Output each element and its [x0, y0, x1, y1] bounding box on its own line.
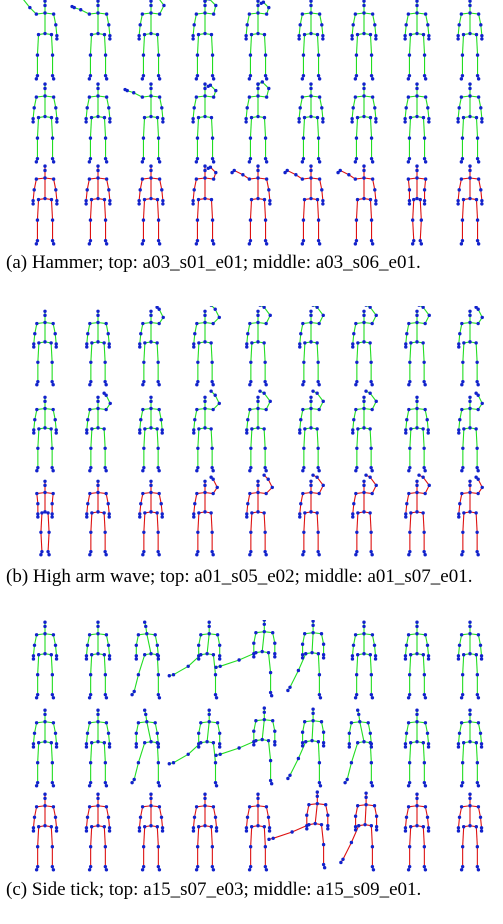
- skeleton-a-r0-c8: [456, 0, 484, 81]
- skeleton-b-r1-c2: [138, 395, 164, 473]
- skeleton-c-r1-c8: [456, 708, 484, 788]
- skeleton-c-r2-c8: [456, 792, 484, 872]
- skeleton-a-r1-c2: [123, 82, 165, 164]
- skeleton-c-r1-c5: [286, 707, 326, 788]
- skeleton-b-r2-c5: [298, 473, 325, 557]
- skeleton-a-r1-c6: [350, 82, 378, 164]
- skeleton-grid-b: [32, 306, 484, 557]
- skeleton-b-r0-c8: [457, 306, 484, 387]
- skeleton-c-r2-c4: [244, 792, 272, 872]
- skeleton-b-r2-c2: [138, 479, 164, 557]
- skeleton-c-r1-c2: [130, 708, 162, 788]
- skeleton-b-r0-c1: [85, 309, 111, 387]
- skeleton-a-r2-c0: [31, 164, 59, 246]
- skeleton-b-r2-c7: [404, 473, 431, 557]
- skeleton-b-r0-c4: [245, 306, 272, 387]
- skeleton-c-r1-c4: [214, 706, 277, 786]
- skeleton-b-r2-c6: [351, 473, 378, 557]
- skeleton-a-r1-c7: [403, 82, 431, 164]
- skeleton-c-r0-c5: [286, 620, 326, 700]
- caption-c: (c) Side tick; top: a15_s07_e03; middle:…: [6, 879, 422, 900]
- skeleton-a-r0-c2: [137, 0, 166, 81]
- skeleton-a-r1-c1: [84, 82, 112, 164]
- skeleton-a-r2-c7: [406, 164, 428, 246]
- skeleton-b-r1-c0: [32, 395, 58, 473]
- skeleton-a-r1-c5: [297, 82, 325, 164]
- skeleton-a-r2-c8: [456, 164, 484, 246]
- skeleton-a-r0-c3: [191, 0, 218, 81]
- skeleton-a-r2-c6: [336, 164, 378, 246]
- skeleton-b-r2-c8: [457, 475, 484, 557]
- skeleton-c-r1-c1: [84, 708, 112, 788]
- skeleton-c-r0-c6: [350, 620, 378, 700]
- skeleton-b-r1-c7: [404, 395, 430, 473]
- skeleton-b-r1-c8: [457, 391, 484, 473]
- skeleton-a-r2-c4: [230, 164, 272, 246]
- skeleton-c-r1-c6: [343, 708, 375, 788]
- skeleton-a-r1-c3: [191, 82, 218, 164]
- skeleton-c-r2-c7: [403, 792, 431, 872]
- skeleton-c-r0-c8: [456, 620, 484, 700]
- skeleton-c-r2-c5: [267, 790, 330, 870]
- skeleton-b-r1-c3: [192, 389, 221, 473]
- skeleton-grid-a: [23, 0, 484, 246]
- skeleton-c-r0-c4: [214, 620, 277, 698]
- skeleton-c-r2-c1: [84, 792, 112, 872]
- skeleton-b-r1-c6: [351, 389, 378, 473]
- skeleton-a-r1-c4: [244, 80, 271, 164]
- skeleton-c-r0-c7: [403, 620, 431, 700]
- skeleton-c-r0-c1: [84, 620, 112, 700]
- skeleton-a-r2-c1: [84, 164, 112, 246]
- skeleton-b-r0-c3: [192, 306, 221, 387]
- skeleton-grid-c: [31, 620, 484, 872]
- skeleton-c-r2-c6: [339, 791, 379, 872]
- skeleton-a-r0-c7: [403, 0, 431, 81]
- skeleton-c-r2-c0: [31, 792, 59, 872]
- skeleton-b-r1-c1: [85, 391, 112, 473]
- panel-a: (a) Hammer; top: a03_s01_e01; middle: a0…: [0, 0, 503, 288]
- skeleton-a-r1-c0: [31, 82, 59, 164]
- skeleton-c-r0-c0: [31, 620, 59, 700]
- skeleton-c-r1-c7: [403, 708, 431, 788]
- skeleton-b-r0-c7: [404, 306, 431, 387]
- skeleton-a-r0-c5: [297, 0, 325, 81]
- skeleton-a-r0-c0: [23, 0, 59, 81]
- skeleton-b-r0-c2: [138, 306, 165, 387]
- skeleton-c-r0-c3: [167, 620, 222, 700]
- skeleton-a-r2-c5: [283, 164, 325, 246]
- skeleton-b-r0-c5: [298, 306, 325, 387]
- skeleton-c-r2-c3: [191, 792, 219, 872]
- skeleton-a-r0-c4: [244, 0, 271, 81]
- caption-a: (a) Hammer; top: a03_s01_e01; middle: a0…: [6, 252, 421, 273]
- skeleton-a-r0-c1: [70, 0, 112, 81]
- skeleton-b-r2-c4: [245, 473, 274, 557]
- panel-c: (c) Side tick; top: a15_s07_e03; middle:…: [0, 608, 503, 924]
- skeleton-c-r1-c0: [31, 708, 59, 788]
- skeleton-b-r1-c4: [245, 389, 272, 473]
- skeleton-c-r0-c2: [130, 620, 162, 700]
- skeleton-b-r2-c1: [85, 479, 111, 557]
- skeleton-a-r2-c2: [137, 164, 165, 246]
- caption-b: (b) High arm wave; top: a01_s05_e02; mid…: [6, 566, 473, 587]
- skeleton-c-r2-c2: [137, 792, 165, 872]
- skeleton-b-r2-c0: [35, 479, 55, 557]
- skeleton-a-r1-c8: [456, 82, 484, 164]
- skeleton-a-r2-c3: [191, 164, 218, 246]
- panel-b: (b) High arm wave; top: a01_s05_e02; mid…: [0, 300, 503, 590]
- skeleton-a-r0-c6: [350, 0, 378, 81]
- skeleton-b-r2-c3: [192, 475, 219, 557]
- skeleton-b-r1-c5: [298, 389, 325, 473]
- skeleton-b-r0-c0: [32, 309, 58, 387]
- skeleton-c-r1-c3: [167, 708, 222, 788]
- skeleton-b-r0-c6: [351, 306, 378, 387]
